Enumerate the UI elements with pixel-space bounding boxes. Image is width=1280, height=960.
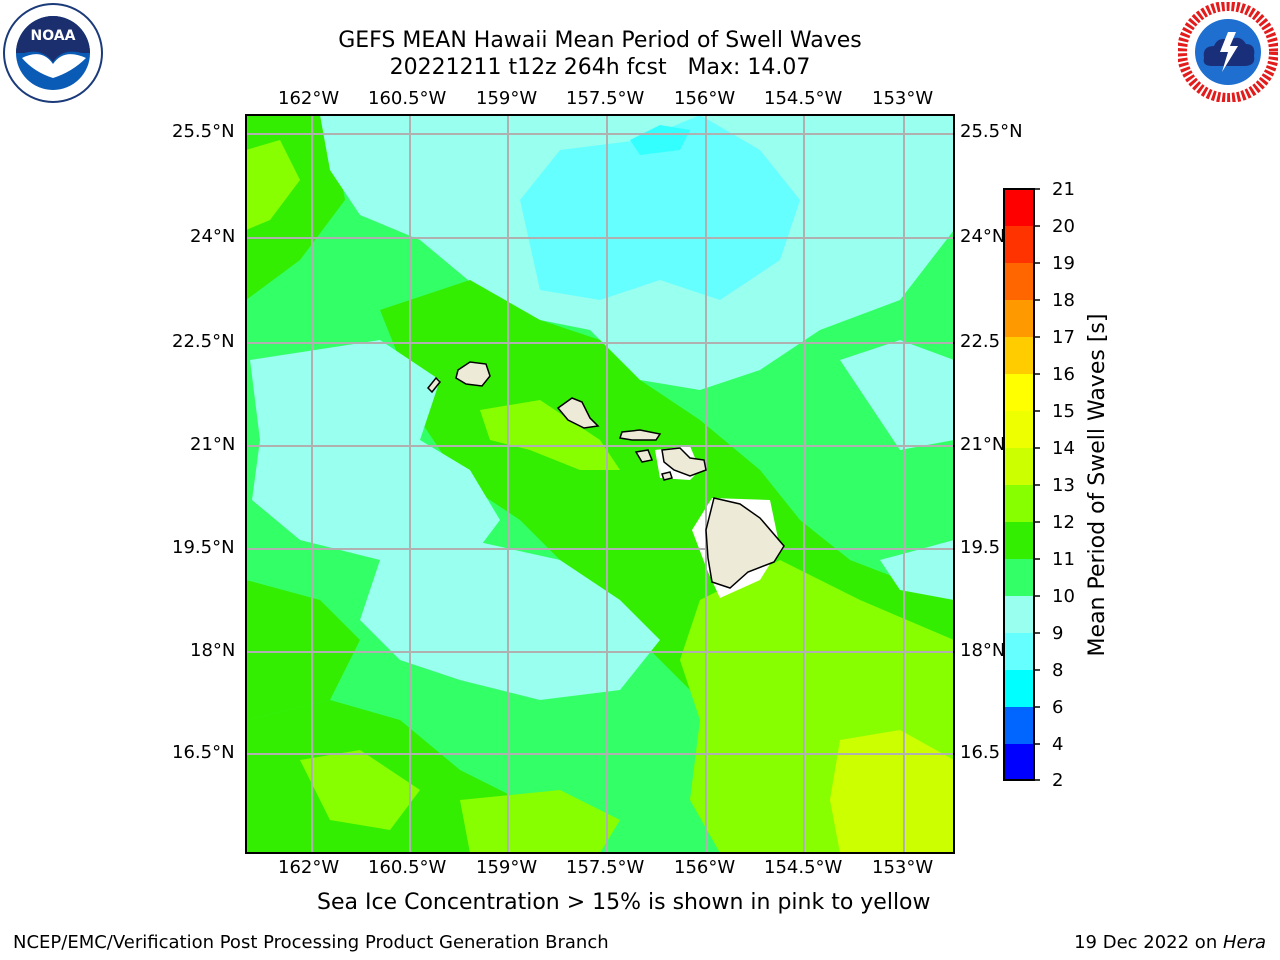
colorbar-tick: 12 bbox=[1052, 512, 1075, 533]
colorbar-tick: 15 bbox=[1052, 401, 1075, 422]
lon-tick-top: 159°W bbox=[476, 88, 538, 109]
lat-tick-left: 21°N bbox=[190, 434, 236, 455]
footer-date: 19 Dec 2022 on Hera bbox=[1074, 932, 1266, 953]
colorbar-tick: 14 bbox=[1052, 438, 1075, 459]
nws-logo-icon bbox=[1177, 1, 1279, 103]
footer-date-text: 19 Dec 2022 on bbox=[1074, 932, 1223, 953]
lat-tick-left: 24°N bbox=[190, 226, 236, 247]
noaa-logo-icon: NOAA bbox=[3, 3, 103, 103]
colorbar-tick: 6 bbox=[1052, 697, 1064, 718]
island-hawaii bbox=[705, 497, 785, 589]
island-kauai bbox=[455, 361, 491, 387]
map-frame bbox=[245, 114, 955, 854]
lat-tick-right: 18°N bbox=[960, 640, 1006, 661]
lat-tick-right: 25.5°N bbox=[960, 121, 1023, 142]
lon-tick-bottom: 153°W bbox=[872, 857, 934, 878]
nws-logo bbox=[1177, 1, 1279, 103]
lon-tick-bottom: 154.5°W bbox=[764, 857, 843, 878]
lon-tick-bottom: 159°W bbox=[476, 857, 538, 878]
colorbar-tick: 2 bbox=[1052, 770, 1064, 791]
noaa-logo: NOAA bbox=[2, 2, 104, 104]
island-oahu bbox=[556, 397, 600, 429]
lat-tick-left: 25.5°N bbox=[172, 121, 235, 142]
lat-tick-left: 22.5°N bbox=[172, 331, 235, 352]
colorbar-tick: 4 bbox=[1052, 734, 1064, 755]
colorbar-tick: 20 bbox=[1052, 216, 1075, 237]
lat-tick-left: 19.5°N bbox=[172, 537, 235, 558]
colorbar-tick: 10 bbox=[1052, 586, 1075, 607]
colorbar-tick: 18 bbox=[1052, 290, 1075, 311]
island-niihau bbox=[426, 376, 442, 394]
island-lanai bbox=[634, 449, 654, 463]
lat-tick-right: 16.5 bbox=[960, 742, 1001, 763]
lon-tick-top: 157.5°W bbox=[566, 88, 645, 109]
lon-tick-top: 153°W bbox=[872, 88, 934, 109]
lat-tick-left: 18°N bbox=[190, 640, 236, 661]
island-maui bbox=[661, 447, 707, 477]
island-molokai bbox=[619, 429, 662, 441]
lon-tick-top: 154.5°W bbox=[764, 88, 843, 109]
hawaiian-islands bbox=[426, 361, 785, 589]
lon-tick-bottom: 157.5°W bbox=[566, 857, 645, 878]
chart-title: GEFS MEAN Hawaii Mean Period of Swell Wa… bbox=[338, 28, 862, 53]
lon-tick-bottom: 162°W bbox=[278, 857, 340, 878]
colorbar-tick: 17 bbox=[1052, 327, 1075, 348]
colorbar-tick: 19 bbox=[1052, 253, 1075, 274]
colorbar-tick: 16 bbox=[1052, 364, 1075, 385]
colorbar-tick: 13 bbox=[1052, 475, 1075, 496]
swell-period-field bbox=[246, 115, 954, 853]
colorbar-label: Mean Period of Swell Waves [s] bbox=[1085, 313, 1110, 657]
lon-tick-bottom: 156°W bbox=[674, 857, 736, 878]
lat-tick-right: 22.5 bbox=[960, 331, 1001, 352]
colorbar bbox=[1003, 188, 1040, 781]
lat-tick-left: 16.5°N bbox=[172, 742, 235, 763]
footer-credit: NCEP/EMC/Verification Post Processing Pr… bbox=[13, 932, 609, 953]
lat-tick-right: 19.5 bbox=[960, 537, 1001, 558]
lat-tick-right: 21°N bbox=[960, 434, 1006, 455]
noaa-logo-text: NOAA bbox=[31, 28, 76, 44]
lat-tick-right: 24°N bbox=[960, 226, 1006, 247]
sea-ice-caption: Sea Ice Concentration > 15% is shown in … bbox=[317, 890, 931, 915]
lon-tick-top: 160.5°W bbox=[368, 88, 447, 109]
lon-tick-top: 156°W bbox=[674, 88, 736, 109]
island-kahoolawe bbox=[661, 471, 673, 481]
chart-subtitle: 20221211 t12z 264h fcst Max: 14.07 bbox=[389, 55, 811, 80]
footer-host: Hera bbox=[1222, 932, 1266, 953]
colorbar-tick: 8 bbox=[1052, 660, 1064, 681]
colorbar-tick: 11 bbox=[1052, 549, 1075, 570]
lon-tick-bottom: 160.5°W bbox=[368, 857, 447, 878]
map-gridlines bbox=[246, 115, 954, 853]
colorbar-tick: 21 bbox=[1052, 179, 1075, 200]
lon-tick-top: 162°W bbox=[278, 88, 340, 109]
colorbar-tick: 9 bbox=[1052, 623, 1064, 644]
